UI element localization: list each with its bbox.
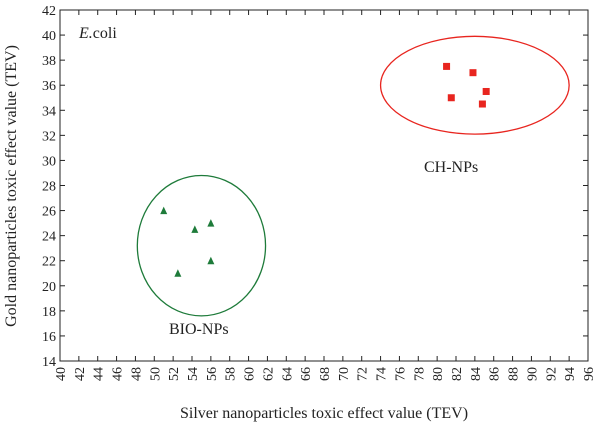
x-tick-label: 64 <box>280 367 295 381</box>
series-label-ch-nps: CH-NPs <box>424 159 478 176</box>
x-tick-label: 80 <box>431 367 446 381</box>
cluster-ellipses <box>136 35 570 317</box>
x-tick-label: 68 <box>318 367 333 381</box>
y-tick-label: 22 <box>42 255 56 270</box>
x-tick-label: 44 <box>92 367 107 381</box>
x-tick-label: 90 <box>525 367 540 381</box>
organism-label: E.coli <box>78 25 117 42</box>
square-point <box>478 100 486 108</box>
y-tick-label: 36 <box>42 79 56 94</box>
y-tick-label: 40 <box>42 29 56 44</box>
x-tick-label: 76 <box>393 367 408 381</box>
triangle-point <box>174 269 182 277</box>
data-points <box>160 62 490 277</box>
x-tick-label: 46 <box>111 367 126 381</box>
x-tick-label: 94 <box>563 367 578 381</box>
triangle-point <box>207 256 215 265</box>
square-point <box>469 69 477 77</box>
triangle-point <box>191 225 199 233</box>
square-point <box>443 62 451 70</box>
x-tick-label: 60 <box>243 367 258 381</box>
x-tick-label: 82 <box>450 367 465 381</box>
y-tick-label: 32 <box>42 129 56 144</box>
x-tick-label: 66 <box>299 367 314 381</box>
cluster-ellipse-0 <box>136 174 267 317</box>
x-tick-label: 96 <box>582 367 597 381</box>
x-tick-label: 72 <box>356 367 371 381</box>
x-tick-label: 70 <box>337 367 352 381</box>
cluster-ellipse-1 <box>379 35 570 135</box>
x-tick-label: 50 <box>148 367 163 381</box>
y-tick-label: 34 <box>42 104 56 119</box>
y-tick-label: 14 <box>42 355 56 370</box>
y-tick-label: 26 <box>42 205 56 220</box>
square-point <box>447 94 455 102</box>
x-tick-label: 74 <box>375 367 390 381</box>
x-tick-label: 58 <box>224 367 239 381</box>
y-tick-label: 42 <box>42 4 56 19</box>
x-tick-label: 62 <box>261 367 276 381</box>
y-tick-label: 24 <box>42 230 56 245</box>
y-axis-ticks: 14 16 18 20 22 24 26 28 30 32 34 36 38 40 42 <box>42 4 588 370</box>
x-tick-label: 78 <box>412 367 427 381</box>
x-axis-ticks: 40 42 44 46 48 50 52 54 56 58 60 62 64 66 68 70 72 74 76 78… <box>54 10 597 381</box>
y-tick-label: 38 <box>42 54 56 69</box>
x-tick-label: 54 <box>186 367 201 381</box>
x-tick-label: 52 <box>167 367 182 381</box>
x-tick-label: 86 <box>488 367 503 381</box>
y-tick-label: 28 <box>42 180 56 195</box>
x-tick-label: 42 <box>73 367 88 381</box>
plot-frame <box>59 9 589 362</box>
square-point <box>482 87 490 95</box>
y-tick-label: 30 <box>42 154 56 169</box>
series-label-bio-nps: BIO-NPs <box>169 321 229 338</box>
x-tick-label: 40 <box>54 367 69 381</box>
x-tick-label: 56 <box>205 367 220 381</box>
x-tick-label: 84 <box>469 367 484 381</box>
x-tick-label: 92 <box>544 367 559 381</box>
triangle-point <box>160 206 168 215</box>
x-tick-label: 88 <box>507 367 522 381</box>
y-tick-label: 16 <box>42 330 56 345</box>
x-axis-title: Silver nanoparticles toxic effect value … <box>180 405 468 422</box>
triangle-point <box>207 219 215 227</box>
y-tick-label: 18 <box>42 305 56 320</box>
y-tick-label: 20 <box>42 280 56 295</box>
x-tick-label: 48 <box>129 367 144 381</box>
y-axis-title: Gold nanoparticles toxic effect value (T… <box>3 45 20 327</box>
